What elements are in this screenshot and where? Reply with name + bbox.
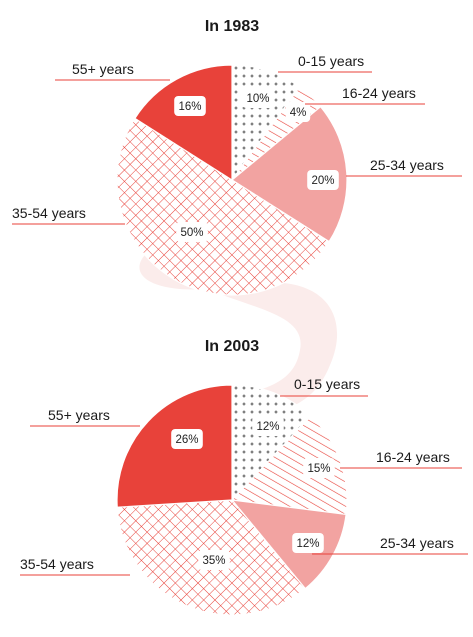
category-label: 25-34 years	[370, 157, 444, 173]
data-label-background	[307, 170, 339, 190]
data-label: 10%	[246, 93, 269, 105]
data-label-background	[285, 102, 311, 122]
data-label: 4%	[290, 107, 307, 119]
data-label: 35%	[202, 555, 225, 567]
category-label: 0-15 years	[294, 376, 360, 392]
category-label: 16-24 years	[342, 85, 416, 101]
pie-slice	[230, 499, 347, 590]
data-label-background	[171, 429, 203, 449]
pie-slice	[230, 415, 348, 516]
data-label-background	[292, 533, 324, 553]
category-label: 35-54 years	[12, 205, 86, 221]
pie-slice	[230, 105, 348, 243]
pie-slice	[231, 384, 312, 502]
pie-slice	[116, 117, 330, 296]
category-label: 16-24 years	[376, 449, 450, 465]
data-label-background	[252, 416, 284, 436]
data-label-background	[176, 222, 208, 242]
data-label: 20%	[311, 175, 334, 187]
data-label-background	[242, 88, 274, 108]
data-label-background	[303, 458, 335, 478]
pie-chart-1983: In 1983 10% 0-15 years 4% 16-24 years 20% 25-…	[12, 18, 462, 296]
category-label: 55+ years	[72, 61, 134, 77]
data-label: 12%	[296, 538, 319, 550]
chart-title: In 2003	[205, 338, 259, 355]
data-label: 26%	[175, 434, 198, 446]
category-label: 25-34 years	[380, 535, 454, 551]
data-label-background	[198, 550, 230, 570]
category-label: 0-15 years	[298, 53, 364, 69]
pie-slice	[134, 64, 233, 182]
category-label: 55+ years	[48, 407, 110, 423]
chart-title: In 1983	[205, 18, 259, 35]
data-label: 50%	[180, 227, 203, 239]
background-swoosh	[139, 250, 338, 440]
category-label: 35-54 years	[20, 556, 94, 572]
data-label: 16%	[178, 101, 201, 113]
pie-chart-2003: In 2003 12% 0-15 years 15% 16-24 years 12% 25…	[20, 338, 468, 616]
data-label: 15%	[307, 463, 330, 475]
data-label-background	[174, 96, 206, 116]
data-label: 12%	[256, 421, 279, 433]
